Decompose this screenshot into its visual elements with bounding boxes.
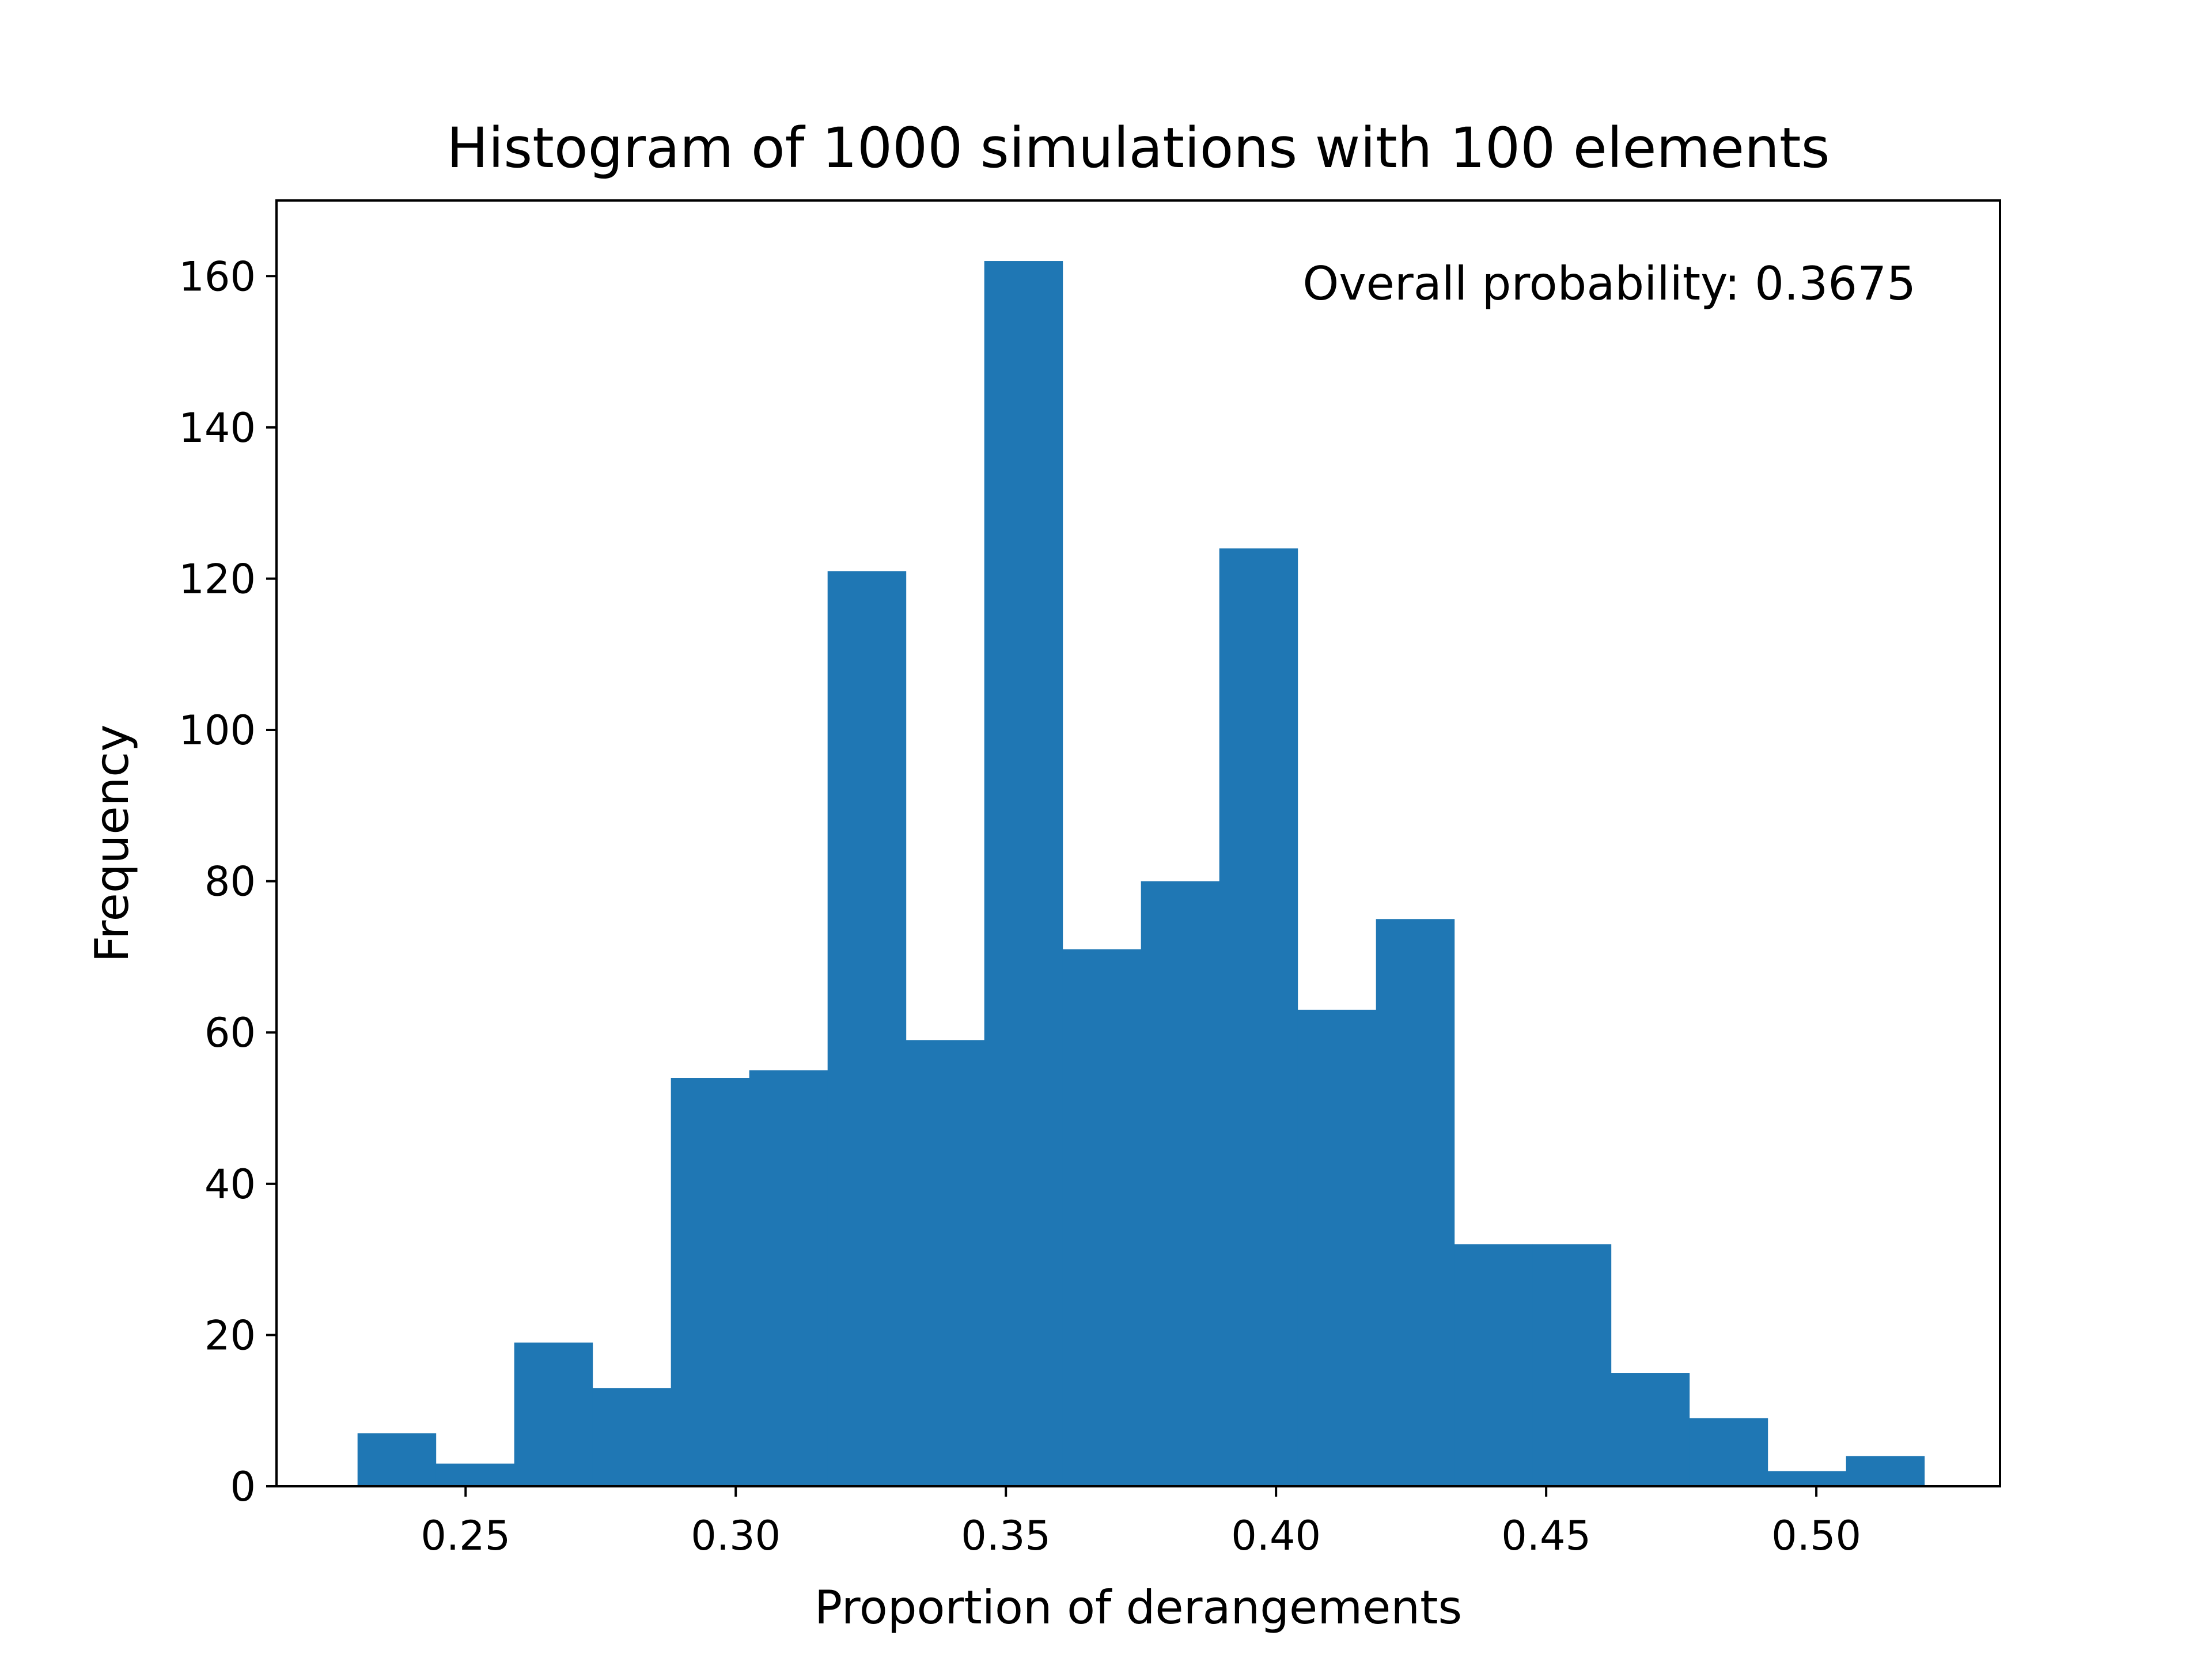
histogram-bar [592,1388,672,1486]
histogram-bar [1454,1244,1533,1486]
histogram-bar [984,261,1063,1486]
histogram-bar [906,1040,985,1486]
chart-title: Histogram of 1000 simulations with 100 e… [446,116,1830,180]
y-axis-ticks: 0 20 40 60 80 100 120 140 160 [179,253,276,1510]
x-tick-label: 0.45 [1501,1512,1591,1559]
y-tick-label: 40 [204,1161,256,1208]
x-tick-label: 0.35 [961,1512,1051,1559]
y-tick-label: 0 [230,1463,256,1510]
y-tick-label: 160 [179,253,256,300]
histogram-bar [827,571,907,1486]
y-tick-label: 100 [179,707,256,754]
x-tick-label: 0.30 [691,1512,781,1559]
x-tick-label: 0.50 [1771,1512,1861,1559]
histogram-bar [1689,1418,1768,1486]
plot-frame [275,199,2001,1487]
y-tick-label: 80 [204,858,256,906]
x-tick-label: 0.40 [1231,1512,1321,1559]
x-axis-label: Proportion of derangements [815,1581,1462,1634]
histogram-bar [1767,1471,1847,1486]
histogram-bar [435,1463,515,1486]
y-tick-label: 140 [179,404,256,452]
y-tick-label: 60 [204,1009,256,1057]
histogram-bar [1846,1456,1925,1486]
x-tick-label: 0.25 [421,1512,510,1559]
y-axis-label: Frequency [85,724,139,962]
y-tick-label: 20 [204,1312,256,1359]
y-tick-label: 120 [179,555,256,603]
x-axis-ticks: 0.25 0.30 0.35 0.40 0.45 0.50 [421,1486,1861,1559]
histogram-bar [1219,548,1298,1487]
histogram-bar [1141,881,1220,1486]
histogram-bar [1297,1009,1377,1486]
histogram-bar [514,1342,593,1486]
histogram-bar [1532,1244,1612,1486]
histogram-bar [1062,949,1142,1486]
overall-probability-annotation: Overall probability: 0.3675 [1302,257,1916,311]
bars-group [357,261,1925,1487]
histogram-bar [357,1433,437,1486]
histogram-bar [749,1070,828,1486]
histogram-bar [671,1078,750,1486]
histogram-bar [1376,919,1455,1486]
histogram-bar [1611,1373,1690,1486]
